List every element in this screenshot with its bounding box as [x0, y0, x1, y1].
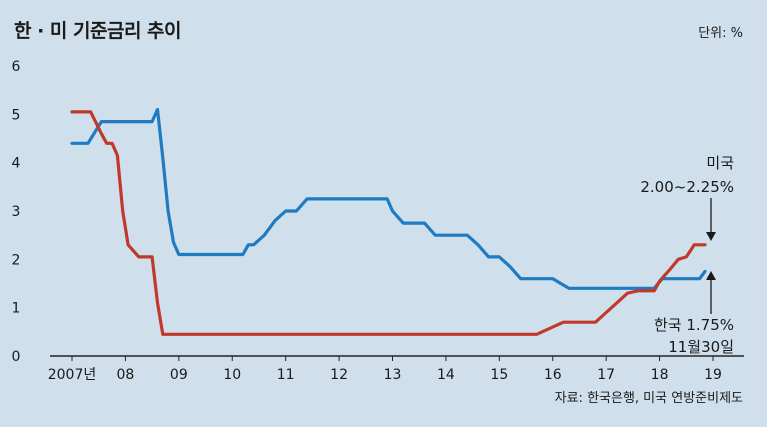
x-tick-label: 08 [117, 367, 135, 383]
annotation-korea-date: 11월30일 [668, 338, 734, 356]
y-tick-label: 4 [12, 156, 21, 172]
y-tick-label: 2 [12, 252, 21, 268]
y-tick-label: 0 [12, 349, 21, 365]
annotation-us-label: 미국 [706, 154, 734, 172]
x-tick-label: 10 [223, 367, 241, 383]
series-line-us [70, 107, 707, 290]
annotation-us-value: 2.00~2.25% [640, 178, 734, 196]
chart-title: 한 · 미 기준금리 추이 [14, 20, 182, 42]
x-tick-label: 14 [437, 367, 455, 383]
x-tick-label: 15 [490, 367, 508, 383]
x-tick-label: 19 [704, 367, 722, 383]
y-tick-label: 5 [12, 107, 21, 123]
x-tick-label: 16 [544, 367, 562, 383]
x-tick-label: 12 [330, 367, 348, 383]
y-tick-label: 3 [12, 204, 21, 220]
unit-label: 단위: % [698, 26, 743, 41]
y-tick-label: 6 [12, 59, 21, 75]
x-tick-label: 17 [597, 367, 615, 383]
x-tick-label: 09 [170, 367, 188, 383]
series-line-korea [70, 110, 707, 336]
annotation-korea-label: 한국 1.75% [654, 316, 734, 334]
x-tick-label: 18 [651, 367, 669, 383]
source-note: 자료: 한국은행, 미국 연방준비제도 [554, 391, 743, 406]
x-tick-label: 11 [277, 367, 295, 383]
x-tick-label: 13 [384, 367, 402, 383]
annotation-us-arrowhead [706, 232, 716, 241]
x-tick-label: 2007년 [48, 367, 97, 383]
y-tick-label: 1 [12, 301, 21, 317]
annotation-korea-arrowhead [706, 271, 716, 280]
